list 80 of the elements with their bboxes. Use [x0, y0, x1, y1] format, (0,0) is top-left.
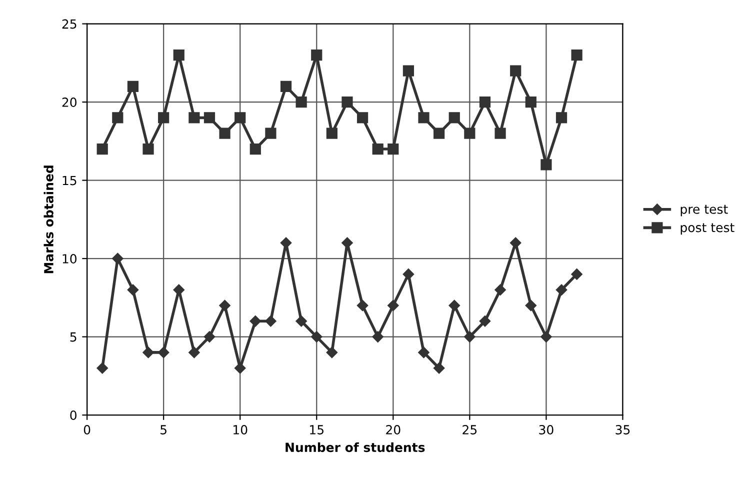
point [250, 316, 262, 327]
x-axis-title: Number of students [286, 442, 425, 452]
point [418, 112, 430, 124]
point [234, 112, 246, 124]
y-tick-label: 20 [62, 98, 76, 107]
point [433, 362, 445, 374]
point [372, 331, 384, 342]
legend-label: post test [680, 223, 734, 235]
y-tick-label: 10 [62, 254, 76, 264]
point [326, 346, 338, 358]
point [556, 284, 568, 296]
point [296, 316, 307, 327]
point [510, 65, 522, 76]
point [356, 112, 368, 124]
point [388, 143, 399, 155]
x-tick-label: 30 [539, 424, 554, 434]
x-tick-label: 0 [84, 424, 90, 434]
x-tick-label: 25 [462, 424, 477, 434]
point [388, 300, 399, 312]
point [525, 96, 536, 108]
point [96, 362, 108, 374]
point [142, 143, 154, 155]
x-tick-label: 35 [616, 424, 630, 434]
x-tick-label: 15 [310, 425, 324, 434]
point [510, 237, 522, 249]
point [219, 300, 230, 312]
point [342, 96, 353, 108]
point [356, 300, 368, 312]
y-tick-label: 0 [70, 410, 76, 420]
point [556, 112, 568, 124]
point [188, 112, 200, 124]
x-tick-label: 10 [234, 424, 248, 434]
legend-label: pre test [680, 204, 728, 216]
point [173, 284, 184, 296]
point [112, 112, 124, 124]
point [571, 268, 582, 280]
point [265, 316, 276, 327]
point [479, 96, 491, 108]
y-tick-label: 25 [62, 19, 76, 29]
point [464, 128, 476, 139]
point [311, 50, 322, 61]
point [540, 331, 552, 342]
point [525, 300, 537, 312]
point [494, 128, 506, 139]
point [434, 128, 445, 139]
point [296, 96, 307, 108]
point [204, 112, 216, 124]
point [479, 316, 491, 327]
point [540, 159, 552, 170]
point [127, 284, 139, 296]
point [204, 331, 216, 342]
point [311, 331, 322, 342]
x-tick-label: 5 [160, 425, 166, 434]
y-tick-label: 5 [70, 332, 76, 342]
point [448, 300, 460, 312]
y-axis-title: Marks obtained [44, 166, 54, 274]
point [188, 346, 200, 358]
point [326, 128, 338, 139]
y-tick-label: 15 [62, 176, 76, 186]
x-tick-label: 20 [386, 424, 400, 434]
point [402, 268, 414, 280]
point [372, 143, 384, 155]
point [402, 65, 414, 76]
point [173, 50, 184, 61]
point [96, 143, 108, 155]
point [280, 80, 292, 92]
point [265, 128, 276, 139]
point [250, 143, 261, 155]
point [158, 112, 170, 124]
point [158, 346, 170, 358]
point [418, 346, 430, 358]
point [494, 284, 506, 296]
point [127, 80, 139, 92]
point [234, 362, 246, 374]
point [112, 252, 124, 264]
point [448, 112, 460, 124]
point [464, 331, 476, 342]
point [219, 128, 230, 139]
point [142, 346, 154, 358]
point [571, 50, 582, 61]
